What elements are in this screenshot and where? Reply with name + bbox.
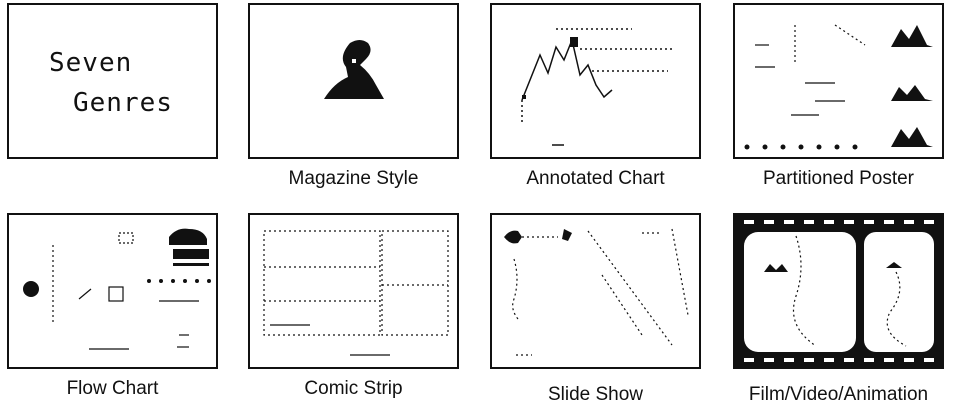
caption-film-video-animation: Film/Video/Animation	[748, 384, 929, 405]
slide-show-thumbnail	[504, 228, 689, 356]
annotated-chart-panel	[490, 3, 701, 159]
partitioned-poster-thumbnail	[744, 24, 933, 150]
annotated-chart-thumbnail	[521, 28, 672, 146]
film-strip-thumbnail	[736, 216, 941, 366]
caption-slide-show: Slide Show	[547, 384, 644, 405]
partitioned-poster-panel	[733, 3, 944, 159]
comic-strip-panel	[248, 213, 459, 369]
caption-comic-strip: Comic Strip	[304, 378, 403, 399]
slide-show-panel	[490, 213, 701, 369]
title-line-genres: Genres	[73, 88, 173, 118]
flow-chart-thumbnail	[23, 228, 211, 350]
caption-flow-chart: Flow Chart	[66, 378, 159, 399]
caption-magazine-style: Magazine Style	[288, 168, 419, 189]
title-panel: Seven Genres	[7, 3, 218, 159]
comic-strip-thumbnail	[263, 230, 449, 356]
magazine-style-panel	[248, 3, 459, 159]
magazine-style-thumbnail	[324, 40, 384, 99]
caption-partitioned-poster: Partitioned Poster	[762, 168, 915, 189]
caption-annotated-chart: Annotated Chart	[526, 168, 665, 189]
title-line-seven: Seven	[49, 48, 133, 78]
silhouette-icon	[324, 40, 384, 99]
flow-chart-panel	[7, 213, 218, 369]
film-video-animation-panel	[733, 213, 944, 369]
